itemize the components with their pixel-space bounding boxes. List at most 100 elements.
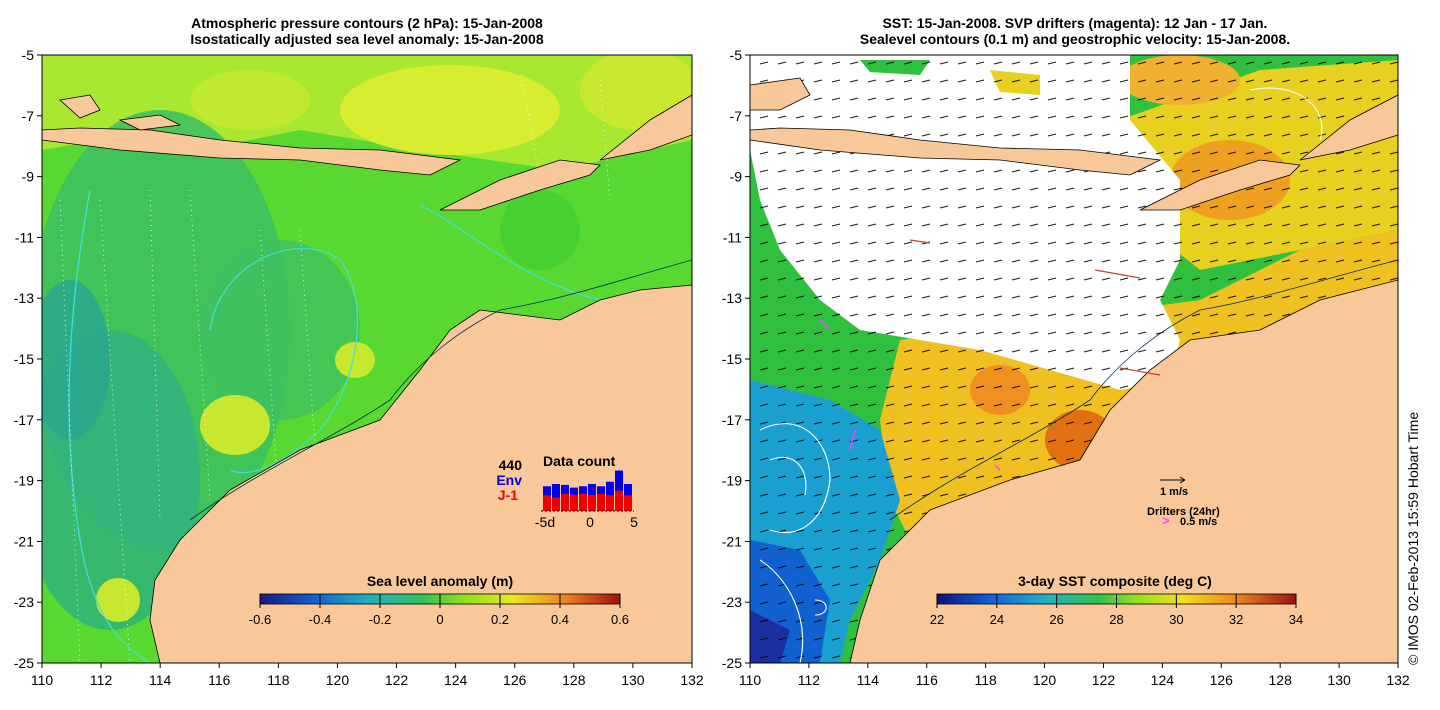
data-count-j1-bar (570, 494, 578, 511)
right-axes: 110 112 114 116 118 120 122 124 126 128 130 132 -5 -7… (722, 47, 1410, 688)
right-x-tick-label: 116 (916, 672, 939, 688)
left-x-tick-label: 132 (680, 672, 704, 688)
right-x-tick-label: 112 (798, 672, 821, 688)
left-y-tick-label: -25 (14, 655, 34, 671)
sla-colorbar-ticks: -0.6 -0.4 -0.2 0 0.2 0.4 0.6 (249, 594, 629, 627)
sla-colorbar-tick-label: -0.2 (369, 612, 391, 627)
right-x-tick-label: 120 (1033, 672, 1057, 688)
left-x-tick-label: 120 (326, 672, 350, 688)
data-count-j1-bar (543, 495, 551, 511)
sst-colorbar-tick-label: 32 (1229, 612, 1243, 627)
right-x-tick-label: 132 (1386, 672, 1410, 688)
drifters-scale-label: 0.5 m/s (1180, 516, 1217, 528)
right-y-tick-label: -17 (722, 412, 742, 428)
drifters-label: Drifters (24hr) (1147, 506, 1220, 518)
sla-colorbar-tick-label: -0.4 (309, 612, 331, 627)
sst-colorbar: 3-day SST composite (deg C) 22 24 26 28 30 32… (930, 573, 1303, 627)
sla-colorbar-tick-label: 0.2 (491, 612, 509, 627)
data-count-title: Data count (543, 453, 616, 469)
data-count-j1-label: J-1 (498, 487, 518, 503)
left-y-tick-label: -19 (14, 473, 34, 489)
data-count-tick-end: 5 (630, 514, 638, 530)
left-map-field (42, 55, 692, 663)
left-x-tick-label: 112 (90, 672, 113, 688)
data-count-j1-bar (606, 495, 614, 511)
data-count-total: 440 (499, 457, 523, 473)
right-x-tick-label: 130 (1327, 672, 1351, 688)
data-count-env-label: Env (496, 472, 522, 488)
velocity-scale-label: 1 m/s (1160, 486, 1188, 498)
left-y-tick-label: -21 (14, 533, 34, 549)
right-title-line2: Sealevel contours (0.1 m) and geostrophi… (860, 31, 1290, 47)
right-y-tick-label: -19 (722, 473, 742, 489)
left-title-line1: Atmospheric pressure contours (2 hPa): 1… (191, 15, 543, 31)
data-count-j1-bar (552, 497, 560, 511)
data-count-j1-bar (561, 493, 569, 511)
sst-colorbar-tick-label: 26 (1049, 612, 1063, 627)
left-title-line2: Isostatically adjusted sea level anomaly… (190, 31, 544, 47)
data-count-tick-start: -5d (535, 514, 555, 530)
left-y-tick-label: -9 (22, 169, 35, 185)
data-count-inset: Data count 440 Env J-1 -5d 0 5 (496, 453, 638, 530)
data-count-tick-mid: 0 (586, 514, 594, 530)
sst-colorbar-tick-label: 34 (1289, 612, 1303, 627)
sla-colorbar: Sea level anomaly (m) -0.6 -0.4 -0.2 0 0.2 0.… (249, 573, 629, 627)
sst-colorbar-ticks: 22 24 26 28 30 32 34 (930, 594, 1303, 627)
left-x-tick-label: 116 (208, 672, 231, 688)
left-y-tick-label: -11 (15, 229, 34, 245)
sst-colorbar-tick-label: 30 (1169, 612, 1183, 627)
right-y-tick-label: -15 (722, 351, 742, 367)
right-x-tick-label: 124 (1151, 672, 1175, 688)
left-axes: 110 112 114 116 118 120 122 124 126 128 130 132 -5 -7… (14, 47, 704, 688)
data-count-j1-bar (597, 493, 605, 511)
right-map-field (750, 55, 1398, 663)
left-x-tick-label: 110 (31, 672, 54, 688)
right-x-tick-label: 122 (1092, 672, 1116, 688)
sla-colorbar-tick-label: 0.4 (551, 612, 569, 627)
right-x-tick-label: 114 (857, 672, 880, 688)
right-y-tick-label: -13 (722, 290, 742, 306)
left-y-tick-label: -7 (22, 108, 35, 124)
sst-colorbar-tick-label: 22 (930, 612, 944, 627)
left-x-tick-label: 114 (149, 672, 172, 688)
left-x-tick-label: 126 (503, 672, 527, 688)
right-x-tick-label: 126 (1210, 672, 1234, 688)
data-count-j1-bar (588, 494, 596, 511)
data-count-j1-bar (624, 495, 632, 511)
sst-colorbar-tick-label: 24 (990, 612, 1004, 627)
right-y-tick-label: -5 (730, 47, 743, 63)
right-y-tick-label: -23 (722, 594, 742, 610)
right-y-tick-label: -25 (722, 655, 742, 671)
right-y-tick-label: -7 (730, 108, 743, 124)
data-count-bars (543, 470, 632, 511)
left-y-tick-label: -15 (14, 351, 34, 367)
right-x-tick-label: 110 (739, 672, 762, 688)
right-title-line1: SST: 15-Jan-2008. SVP drifters (magenta)… (883, 15, 1268, 31)
left-y-tick-label: -5 (22, 47, 35, 63)
credit-text: © IMOS 02-Feb-2013 15:59 Hobart Time (1405, 412, 1421, 665)
left-x-tick-label: 118 (267, 672, 290, 688)
left-x-tick-label: 122 (385, 672, 409, 688)
sla-colorbar-tick-label: -0.6 (249, 612, 271, 627)
right-map-panel: SST: 15-Jan-2008. SVP drifters (magenta)… (749, 15, 1399, 664)
sla-colorbar-label: Sea level anomaly (m) (367, 573, 513, 589)
right-x-tick-label: 118 (974, 672, 997, 688)
sla-colorbar-tick-label: 0 (436, 612, 443, 627)
left-y-tick-label: -17 (14, 412, 34, 428)
velocity-scale-arrowhead (1179, 476, 1186, 484)
right-y-tick-label: -21 (722, 533, 742, 549)
right-y-tick-label: -9 (730, 169, 743, 185)
data-count-j1-bar (579, 493, 587, 511)
left-y-tick-label: -23 (14, 594, 34, 610)
left-y-tick-label: -13 (14, 290, 34, 306)
left-x-tick-label: 128 (562, 672, 586, 688)
sst-colorbar-tick-label: 28 (1109, 612, 1123, 627)
velocity-scale: 1 m/s Drifters (24hr) > 0.5 m/s (1147, 476, 1220, 528)
sst-colorbar-label: 3-day SST composite (deg C) (1018, 573, 1212, 589)
data-count-j1-bar (615, 490, 623, 511)
left-map-panel: Atmospheric pressure contours (2 hPa): 1… (41, 15, 693, 664)
left-x-tick-label: 130 (621, 672, 645, 688)
left-x-tick-label: 124 (444, 672, 468, 688)
sla-colorbar-tick-label: 0.6 (611, 612, 629, 627)
